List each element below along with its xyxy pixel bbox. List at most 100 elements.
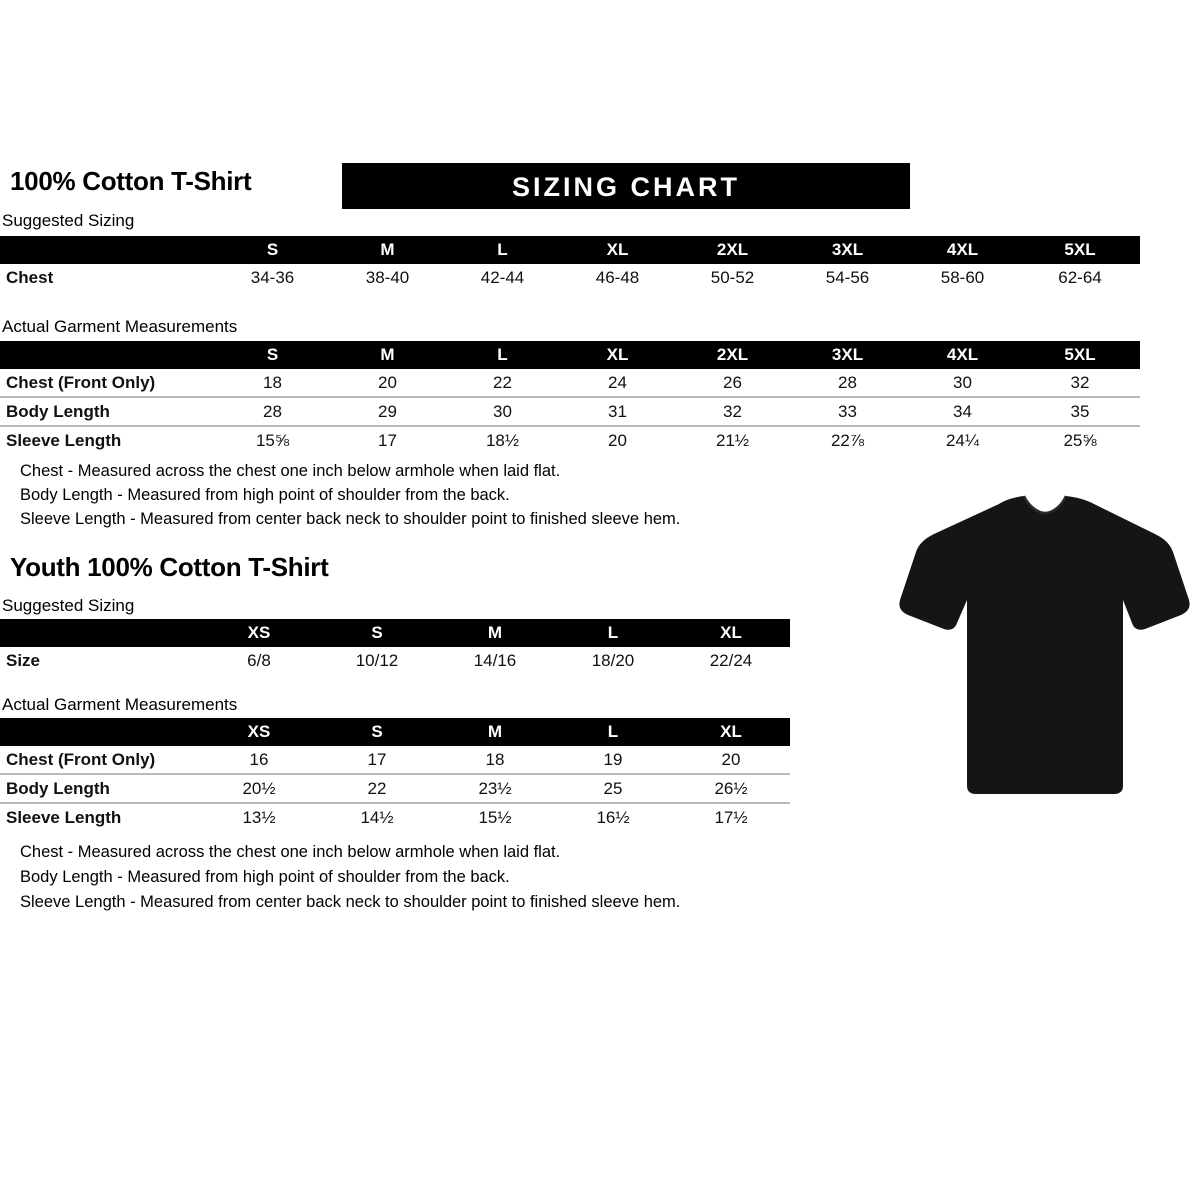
youth-actual-cell: 25 (554, 773, 672, 803)
youth-suggested-col-header-s: S (318, 619, 436, 647)
table-header-row: XS S M L XL (0, 718, 790, 746)
youth-actual-cell: 13½ (200, 802, 318, 831)
adult-suggested-cell: 42-44 (480, 267, 525, 287)
adult-actual-cell: 28 (215, 396, 330, 426)
adult-actual-cell: 25⅝ (1020, 425, 1140, 454)
adult-suggested-cell: 54-56 (825, 267, 870, 287)
adult-suggested-sizing-label: Suggested Sizing (2, 211, 135, 230)
youth-suggested-col-header-blank (0, 619, 200, 647)
adult-actual-col-header-xl: XL (560, 341, 675, 369)
adult-actual-cell: 31 (560, 396, 675, 426)
youth-actual-cell: 14½ (318, 802, 436, 831)
adult-suggested-col-header-2xl: 2XL (675, 236, 790, 264)
youth-actual-col-header-s: S (318, 718, 436, 746)
adult-suggested-col-header-3xl: 3XL (790, 236, 905, 264)
youth-actual-col-header-m: M (436, 718, 554, 746)
youth-actual-cell: 20½ (200, 773, 318, 803)
measurement-note: Body Length - Measured from high point o… (20, 486, 510, 504)
youth-actual-cell: 20 (721, 749, 741, 769)
adult-actual-row-label: Body Length (0, 396, 215, 426)
table-row: Body Length 20½ 22 23½ 25 26½ (0, 773, 790, 803)
adult-actual-cell: 24¼ (905, 425, 1020, 454)
youth-suggested-col-header-xl: XL (672, 619, 790, 647)
youth-actual-row-label: Body Length (0, 773, 200, 803)
youth-suggested-col-header-m: M (436, 619, 554, 647)
youth-suggested-col-header-xs: XS (200, 619, 318, 647)
banner-title: SIZING CHART (512, 172, 740, 202)
youth-actual-cell: 17½ (672, 802, 790, 831)
youth-actual-cell: 16 (249, 749, 269, 769)
adult-actual-col-header-3xl: 3XL (790, 341, 905, 369)
adult-suggested-cell: 46-48 (595, 267, 640, 287)
measurement-note: Chest - Measured across the chest one in… (20, 462, 561, 480)
youth-actual-measurements-label: Actual Garment Measurements (2, 695, 238, 714)
adult-actual-cell: 20 (560, 425, 675, 454)
adult-suggested-cell: 50-52 (710, 267, 755, 287)
youth-suggested-col-header-l: L (554, 619, 672, 647)
adult-actual-row-label: Chest (Front Only) (6, 372, 156, 392)
table-header-row: S M L XL 2XL 3XL 4XL 5XL (0, 236, 1140, 264)
adult-suggested-row-label: Chest (6, 267, 54, 287)
youth-suggested-cell: 10/12 (355, 650, 399, 670)
adult-suggested-col-header-m: M (330, 236, 445, 264)
table-header-row: XS S M L XL (0, 619, 790, 647)
adult-actual-col-header-s: S (215, 341, 330, 369)
table-row: Size 6/8 10/12 14/16 18/20 22/24 (0, 647, 790, 674)
adult-actual-col-header-4xl: 4XL (905, 341, 1020, 369)
adult-actual-cell: 32 (1070, 372, 1090, 392)
table-header-row: S M L XL 2XL 3XL 4XL 5XL (0, 341, 1140, 369)
youth-suggested-sizing-table: XS S M L XL Size 6/8 10/12 14/16 18/20 22/24 (0, 619, 790, 674)
adult-suggested-cell: 62-64 (1058, 267, 1102, 287)
adult-actual-cell: 17 (330, 425, 445, 454)
youth-actual-col-header-xl: XL (672, 718, 790, 746)
adult-suggested-cell: 34-36 (250, 267, 295, 287)
adult-actual-cell: 18½ (445, 425, 560, 454)
adult-actual-col-header-2xl: 2XL (675, 341, 790, 369)
adult-actual-measurements-label: Actual Garment Measurements (2, 317, 238, 336)
page-title: 100% Cotton T-Shirt (10, 166, 252, 196)
table-row: Sleeve Length 13½ 14½ 15½ 16½ 17½ (0, 802, 790, 831)
adult-suggested-sizing-table: S M L XL 2XL 3XL 4XL 5XL Chest 34-36 38-40 42-44 46… (0, 236, 1140, 291)
youth-suggested-row-label: Size (6, 650, 41, 670)
adult-actual-cell: 26 (723, 372, 742, 392)
table-row: Chest (Front Only) 18 20 22 24 26 28 30 32 (0, 369, 1140, 397)
adult-suggested-col-header-s: S (215, 236, 330, 264)
adult-actual-cell: 28 (838, 372, 857, 392)
adult-actual-cell: 29 (330, 396, 445, 426)
adult-suggested-cell: 58-60 (940, 267, 985, 287)
table-body: Chest (Front Only) 18 20 22 24 26 28 30 32 Body L… (0, 369, 1140, 454)
youth-actual-col-header-xs: XS (200, 718, 318, 746)
youth-actual-measurements-table: XS S M L XL Chest (Front Only) 16 17 18 19 20 Body… (0, 718, 790, 831)
adult-actual-cell: 15⅝ (215, 425, 330, 454)
youth-actual-cell: 16½ (554, 802, 672, 831)
adult-actual-cell: 24 (608, 372, 627, 392)
youth-actual-cell: 18 (485, 749, 505, 769)
youth-suggested-cell: 22/24 (709, 650, 753, 670)
youth-actual-cell: 26½ (672, 773, 790, 803)
table-row: Chest (Front Only) 16 17 18 19 20 (0, 746, 790, 774)
youth-actual-cell: 17 (367, 749, 387, 769)
tshirt-icon (899, 495, 1190, 794)
youth-suggested-cell: 18/20 (591, 650, 635, 670)
adult-actual-cell: 22⅞ (790, 425, 905, 454)
table-body: Chest 34-36 38-40 42-44 46-48 50-52 54-56 58-60… (0, 264, 1140, 291)
adult-actual-cell: 32 (675, 396, 790, 426)
measurement-note: Sleeve Length - Measured from center bac… (20, 510, 681, 528)
youth-suggested-cell: 6/8 (247, 650, 271, 670)
adult-actual-cell: 20 (378, 372, 397, 392)
youth-actual-col-header-l: L (554, 718, 672, 746)
title-row: 100% Cotton T-Shirt SIZING CHART (10, 163, 1190, 211)
adult-actual-cell: 30 (953, 372, 972, 392)
youth-actual-col-header-blank (0, 718, 200, 746)
adult-actual-cell: 33 (790, 396, 905, 426)
table-row: Chest 34-36 38-40 42-44 46-48 50-52 54-56 58-60… (0, 264, 1140, 291)
adult-actual-measurements-table: S M L XL 2XL 3XL 4XL 5XL Chest (Front Only) 18 20… (0, 341, 1140, 454)
table-body: Size 6/8 10/12 14/16 18/20 22/24 (0, 647, 790, 674)
adult-actual-col-header-5xl: 5XL (1020, 341, 1140, 369)
tshirt-product-image (893, 490, 1193, 805)
adult-actual-cell: 21½ (675, 425, 790, 454)
adult-actual-cell: 18 (263, 372, 282, 392)
adult-actual-row-label: Sleeve Length (0, 425, 215, 454)
youth-suggested-cell: 14/16 (473, 650, 517, 670)
adult-actual-cell: 22 (493, 372, 512, 392)
